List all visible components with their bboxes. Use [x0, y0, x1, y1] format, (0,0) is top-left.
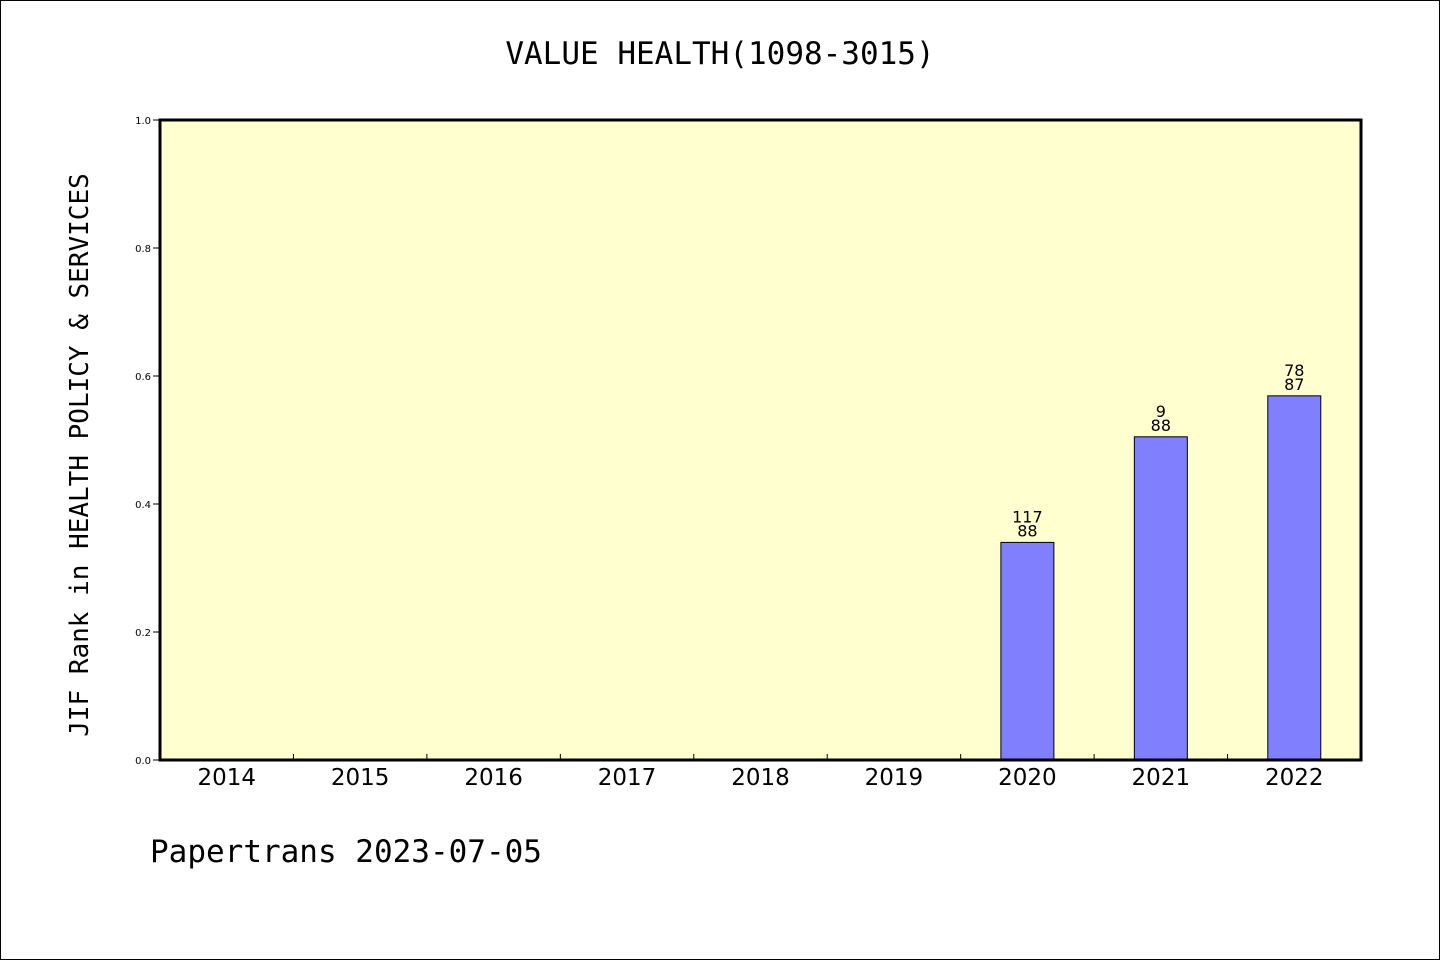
y-tick-label: 1.0	[135, 116, 151, 127]
y-tick-label: 0.6	[135, 372, 151, 383]
x-tick-label: 2016	[464, 765, 523, 791]
y-tick-label: 0.8	[135, 244, 151, 255]
plot-border	[158, 118, 1363, 762]
bar-data-label: 9	[1156, 402, 1166, 421]
chart-title: VALUE HEALTH(1098-3015)	[505, 36, 935, 72]
bars	[1000, 395, 1322, 761]
bar-data-label: 87	[1284, 375, 1304, 394]
bar-data-label: 117	[1012, 507, 1043, 526]
x-tick-label: 2019	[865, 765, 924, 791]
x-tick-label: 2017	[598, 765, 657, 791]
x-tick-label: 2021	[1132, 765, 1191, 791]
bar-2020	[1000, 541, 1055, 761]
x-tick-label: 2022	[1265, 765, 1324, 791]
bar-2021	[1133, 436, 1188, 761]
footer-text: Papertrans 2023-07-05	[150, 834, 542, 870]
x-tick-label: 2020	[998, 765, 1057, 791]
bar-2022	[1267, 395, 1322, 761]
bar-data-label: 78	[1284, 361, 1304, 380]
y-tick-label: 0.0	[135, 756, 151, 767]
x-tick-label: 2018	[731, 765, 790, 791]
y-tick-label: 0.4	[135, 500, 151, 511]
bar-data-label: 88	[1151, 416, 1171, 435]
y-axis: 0.0 0.2 0.4 0.6 0.8 1.0	[135, 116, 160, 767]
bar-data-label: 88	[1017, 521, 1037, 540]
x-axis: 2014 2015 2016 2017 2018 2019 2020 2021 2022	[197, 754, 1324, 791]
x-tick-label: 2014	[197, 765, 256, 791]
x-tick-label: 2015	[331, 765, 390, 791]
y-tick-label: 0.2	[135, 628, 151, 639]
